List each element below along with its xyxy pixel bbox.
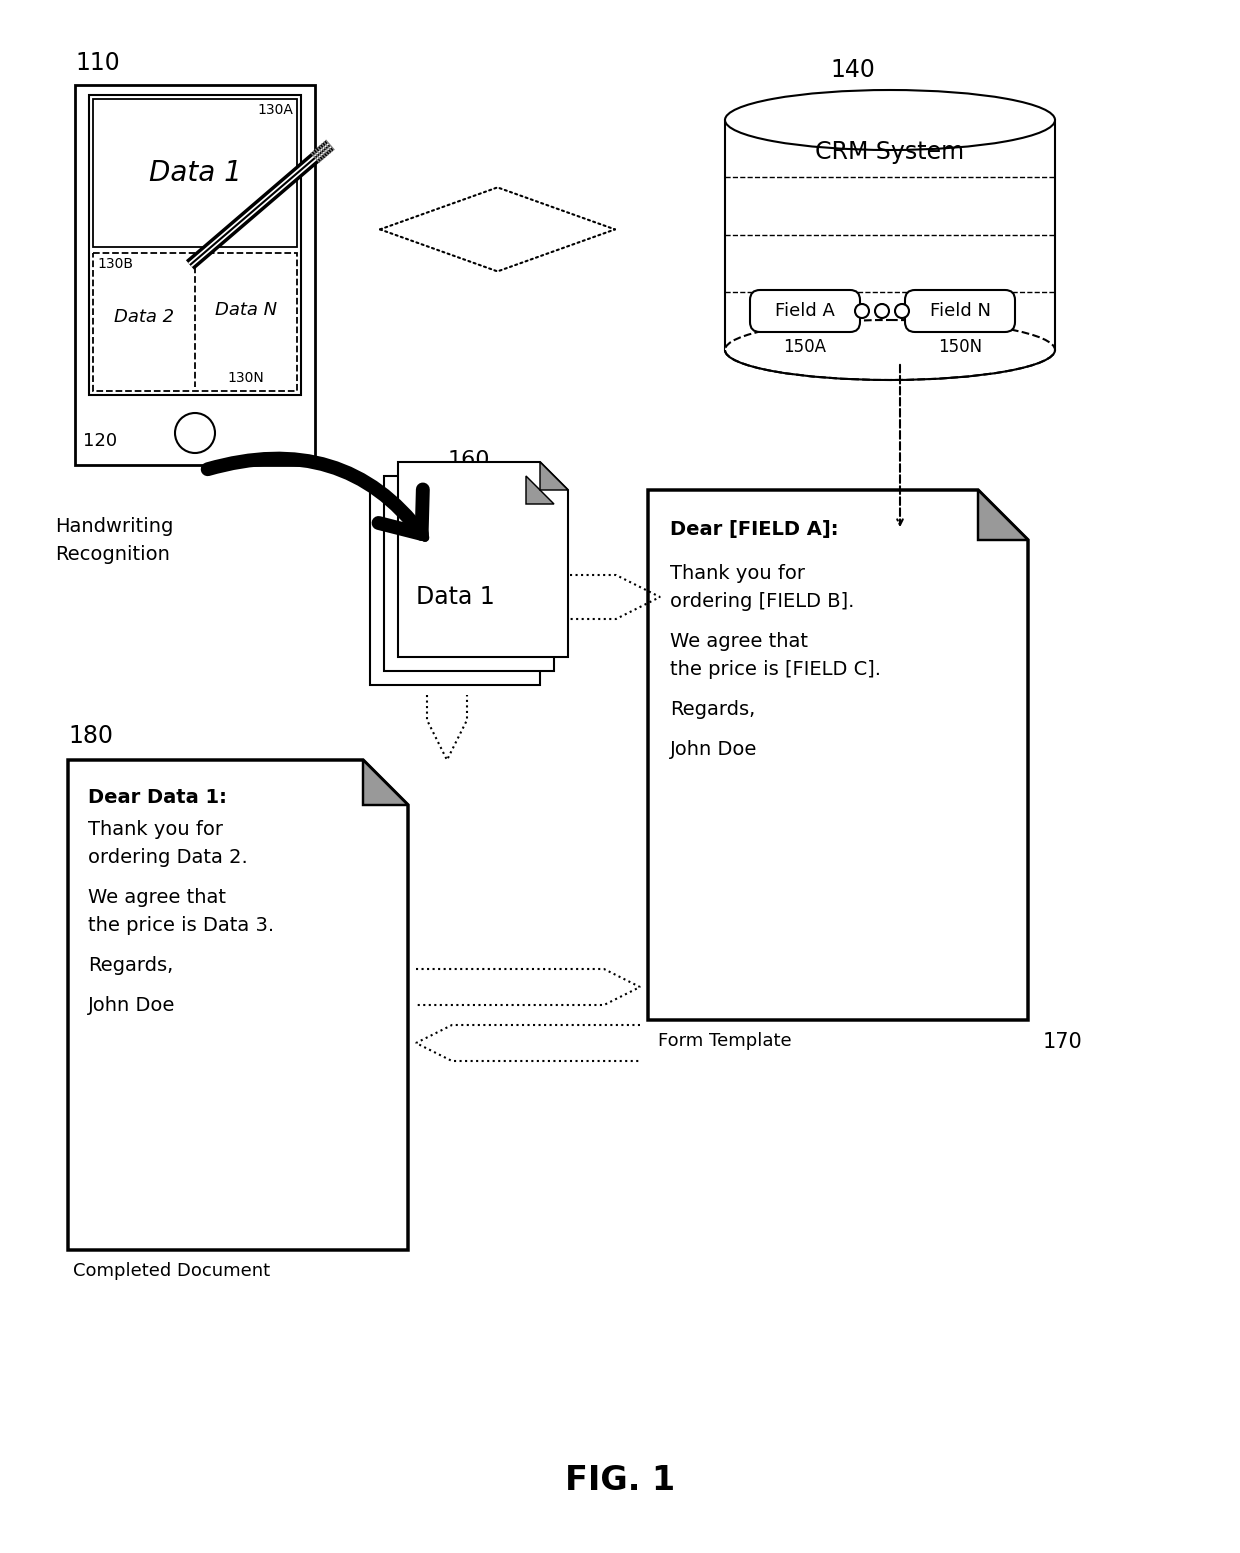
Polygon shape — [370, 491, 539, 685]
Polygon shape — [649, 491, 1028, 1020]
Ellipse shape — [725, 320, 1055, 380]
Text: Thank you for: Thank you for — [670, 564, 805, 582]
Bar — [93, 99, 298, 247]
Text: Handwriting
Recognition: Handwriting Recognition — [55, 517, 174, 564]
Text: CRM System: CRM System — [816, 140, 965, 165]
FancyBboxPatch shape — [750, 290, 861, 332]
Text: 160: 160 — [448, 450, 490, 471]
Text: Field A: Field A — [775, 301, 835, 320]
Text: 180: 180 — [68, 724, 113, 749]
Text: ordering [FIELD B].: ordering [FIELD B]. — [670, 592, 854, 610]
Polygon shape — [978, 491, 1028, 540]
Text: We agree that: We agree that — [88, 888, 226, 907]
Text: Data 2: Data 2 — [114, 307, 174, 326]
Circle shape — [856, 304, 869, 318]
FancyArrowPatch shape — [207, 458, 423, 534]
Text: 130A: 130A — [257, 102, 293, 116]
Text: Data N: Data N — [215, 301, 277, 318]
Ellipse shape — [725, 90, 1055, 151]
Polygon shape — [539, 461, 568, 491]
Text: FIG. 1: FIG. 1 — [565, 1463, 675, 1497]
Bar — [93, 253, 298, 391]
Circle shape — [175, 413, 215, 453]
Text: Thank you for: Thank you for — [88, 820, 223, 839]
Polygon shape — [384, 477, 554, 671]
Text: Form Template: Form Template — [658, 1033, 791, 1050]
Text: Field N: Field N — [930, 301, 991, 320]
Text: 130N: 130N — [228, 371, 264, 385]
Text: the price is [FIELD C].: the price is [FIELD C]. — [670, 660, 880, 679]
Text: 140: 140 — [830, 57, 875, 82]
Text: 130B: 130B — [97, 256, 133, 272]
Polygon shape — [398, 461, 568, 657]
Bar — [74, 85, 315, 464]
Text: John Doe: John Doe — [670, 739, 758, 759]
Text: Completed Document: Completed Document — [73, 1263, 270, 1280]
Text: Dear Data 1:: Dear Data 1: — [88, 787, 227, 808]
Circle shape — [895, 304, 909, 318]
Text: We agree that: We agree that — [670, 632, 808, 651]
Text: 120: 120 — [83, 432, 117, 450]
Polygon shape — [512, 491, 539, 519]
FancyArrowPatch shape — [207, 460, 425, 537]
Polygon shape — [68, 759, 408, 1250]
Text: John Doe: John Doe — [88, 995, 175, 1016]
Text: Dear [FIELD A]:: Dear [FIELD A]: — [670, 520, 838, 539]
Text: Data 1: Data 1 — [415, 585, 495, 609]
Text: Regards,: Regards, — [88, 957, 174, 975]
Text: Regards,: Regards, — [670, 700, 755, 719]
Polygon shape — [526, 477, 554, 505]
Text: 150N: 150N — [937, 339, 982, 356]
Text: the price is Data 3.: the price is Data 3. — [88, 916, 274, 935]
Text: 110: 110 — [74, 51, 120, 75]
Text: 150A: 150A — [784, 339, 827, 356]
Circle shape — [875, 304, 889, 318]
Text: Data 1: Data 1 — [149, 158, 242, 186]
Polygon shape — [363, 759, 408, 804]
Text: ordering Data 2.: ordering Data 2. — [88, 848, 248, 867]
Text: 170: 170 — [1043, 1033, 1083, 1051]
FancyBboxPatch shape — [905, 290, 1016, 332]
Bar — [89, 95, 301, 394]
